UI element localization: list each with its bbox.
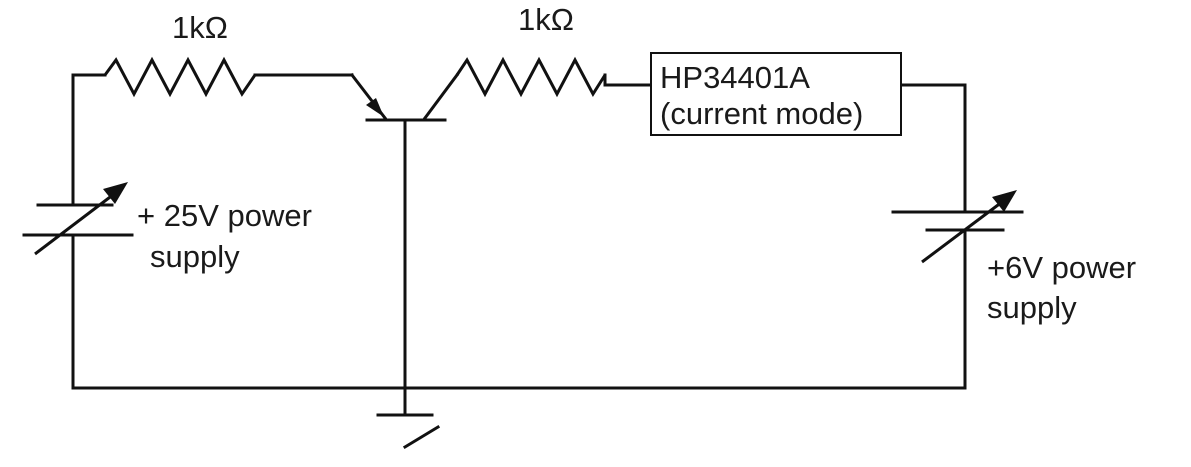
multimeter-box: HP34401A (current mode) (650, 52, 902, 136)
resistor-2-label: 1kΩ (518, 2, 574, 37)
multimeter-mode: (current mode) (660, 96, 864, 131)
multimeter-model: HP34401A (660, 60, 810, 95)
resistor-1-zigzag (103, 56, 257, 98)
left-supply-label-line2: supply (150, 239, 240, 274)
ground-slash (402, 424, 441, 450)
transistor-collector (422, 72, 460, 121)
right-variable-supply-icon (891, 190, 1024, 264)
right-supply-label-line1: +6V power (987, 250, 1137, 285)
right-supply-label-line2: supply (987, 290, 1077, 325)
left-supply-label-line1: + 25V power (137, 198, 312, 233)
resistor-1-label: 1kΩ (172, 10, 228, 45)
resistor-2-zigzag (455, 56, 607, 98)
transistor-emitter-arrow (366, 98, 384, 117)
left-variable-supply-icon (22, 182, 134, 256)
